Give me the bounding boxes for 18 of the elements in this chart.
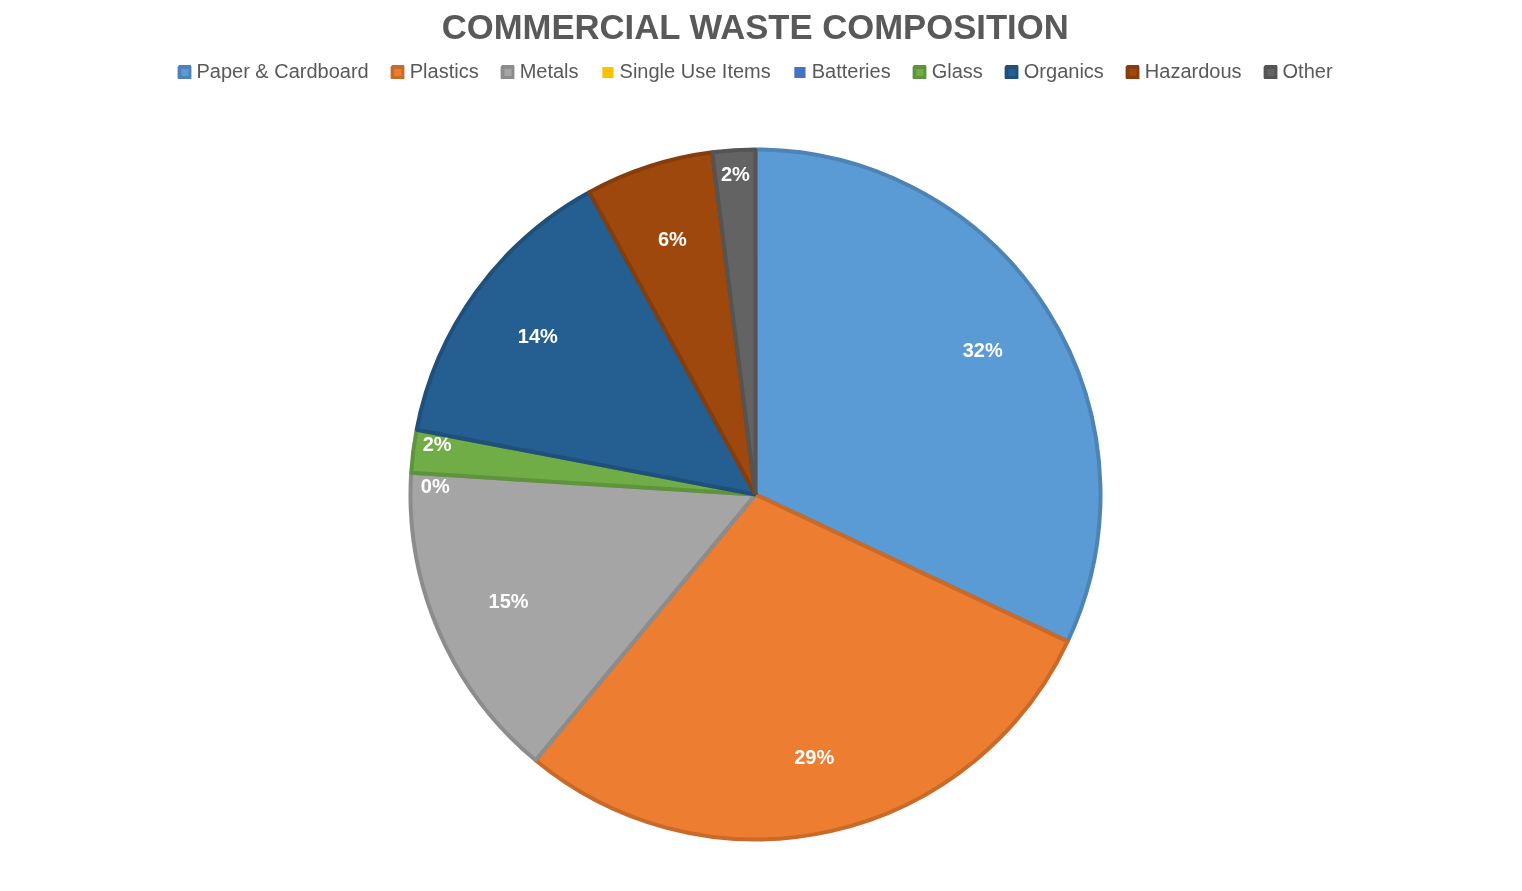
data-label: 29% [794,746,835,769]
legend-label: Metals [519,60,579,83]
legend-label: Paper & Cardboard [196,60,369,83]
legend-label: Other [1282,60,1333,83]
data-label: 2% [720,163,751,186]
data-label: 6% [657,227,688,250]
data-label: 15% [488,590,529,613]
data-label: 14% [517,325,559,348]
legend-label: Batteries [811,60,891,83]
legend-label: Hazardous [1144,60,1242,83]
data-label: 2% [422,433,452,456]
legend-label: Plastics [409,60,479,83]
legend-label: Single Use Items [619,60,771,83]
legend-label: Glass [931,60,983,83]
data-label: 32% [962,339,1003,362]
legend-label: Organics [1023,60,1104,83]
chart-title: COMMERCIAL WASTE COMPOSITION [441,7,1069,46]
text: 0% [420,475,450,498]
